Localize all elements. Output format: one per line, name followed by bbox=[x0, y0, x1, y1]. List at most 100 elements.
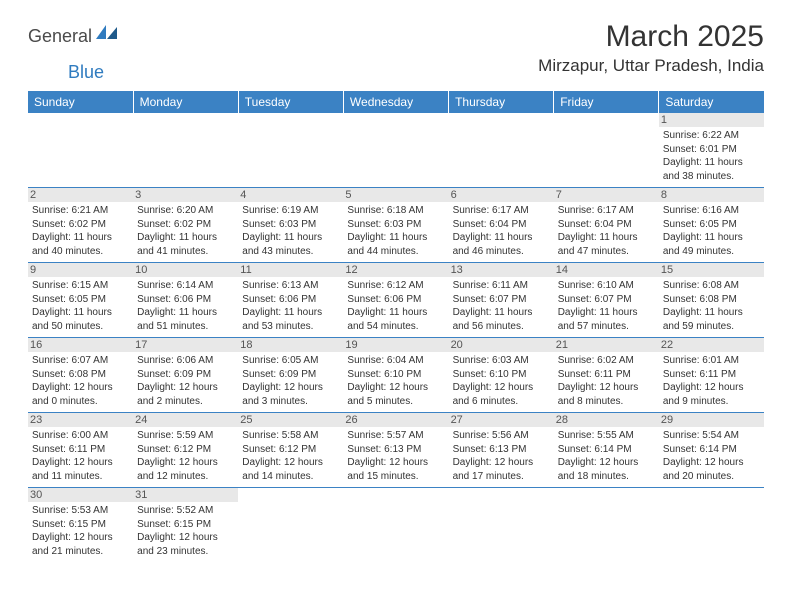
day-info-line: Sunset: 6:03 PM bbox=[242, 218, 339, 232]
empty-cell bbox=[554, 113, 659, 188]
day-info-line: Daylight: 12 hours bbox=[558, 381, 655, 395]
day-info-line: and 46 minutes. bbox=[453, 245, 550, 259]
day-info-line: Sunset: 6:11 PM bbox=[32, 443, 129, 457]
day-info-line: and 9 minutes. bbox=[663, 395, 760, 409]
empty-cell bbox=[238, 113, 343, 188]
day-info-line: Sunrise: 6:06 AM bbox=[137, 354, 234, 368]
day-number: 31 bbox=[133, 488, 238, 502]
day-info-line: and 54 minutes. bbox=[347, 320, 444, 334]
day-info-line: Sunrise: 5:59 AM bbox=[137, 429, 234, 443]
day-number: 6 bbox=[449, 188, 554, 202]
day-info-line: Sunset: 6:11 PM bbox=[663, 368, 760, 382]
day-info-line: Sunrise: 6:13 AM bbox=[242, 279, 339, 293]
day-info-line: and 11 minutes. bbox=[32, 470, 129, 484]
day-info-line: Sunset: 6:06 PM bbox=[137, 293, 234, 307]
day-cell: 15Sunrise: 6:08 AMSunset: 6:08 PMDayligh… bbox=[659, 263, 764, 338]
day-number: 7 bbox=[554, 188, 659, 202]
day-number: 11 bbox=[238, 263, 343, 277]
day-info-line: Sunrise: 6:14 AM bbox=[137, 279, 234, 293]
day-info-line: Sunrise: 5:52 AM bbox=[137, 504, 234, 518]
calendar-row: 16Sunrise: 6:07 AMSunset: 6:08 PMDayligh… bbox=[28, 338, 764, 413]
day-info-line: Sunset: 6:09 PM bbox=[137, 368, 234, 382]
day-number: 17 bbox=[133, 338, 238, 352]
day-info-line: Sunset: 6:02 PM bbox=[137, 218, 234, 232]
day-info-line: Daylight: 12 hours bbox=[663, 456, 760, 470]
calendar-row: 2Sunrise: 6:21 AMSunset: 6:02 PMDaylight… bbox=[28, 188, 764, 263]
day-number: 5 bbox=[343, 188, 448, 202]
day-info-line: and 38 minutes. bbox=[663, 170, 760, 184]
day-info-line: and 44 minutes. bbox=[347, 245, 444, 259]
day-info-line: Sunset: 6:05 PM bbox=[32, 293, 129, 307]
day-info-line: Sunrise: 5:56 AM bbox=[453, 429, 550, 443]
day-info-line: Daylight: 11 hours bbox=[347, 231, 444, 245]
day-cell: 25Sunrise: 5:58 AMSunset: 6:12 PMDayligh… bbox=[238, 413, 343, 488]
calendar-body: 1Sunrise: 6:22 AMSunset: 6:01 PMDaylight… bbox=[28, 113, 764, 562]
day-cell: 19Sunrise: 6:04 AMSunset: 6:10 PMDayligh… bbox=[343, 338, 448, 413]
day-number: 13 bbox=[449, 263, 554, 277]
day-number: 2 bbox=[28, 188, 133, 202]
day-cell: 21Sunrise: 6:02 AMSunset: 6:11 PMDayligh… bbox=[554, 338, 659, 413]
day-info-line: and 41 minutes. bbox=[137, 245, 234, 259]
day-cell: 18Sunrise: 6:05 AMSunset: 6:09 PMDayligh… bbox=[238, 338, 343, 413]
day-cell: 5Sunrise: 6:18 AMSunset: 6:03 PMDaylight… bbox=[343, 188, 448, 263]
day-info-line: Daylight: 11 hours bbox=[32, 231, 129, 245]
day-info-line: Sunrise: 5:53 AM bbox=[32, 504, 129, 518]
day-info-line: Sunset: 6:15 PM bbox=[32, 518, 129, 532]
day-info-line: and 17 minutes. bbox=[453, 470, 550, 484]
weekday-header: Thursday bbox=[449, 91, 554, 113]
day-info-line: Sunset: 6:12 PM bbox=[242, 443, 339, 457]
day-cell: 17 Sunrise: 6:06 AMSunset: 6:09 PMDayligh… bbox=[133, 338, 238, 413]
day-info-line: and 15 minutes. bbox=[347, 470, 444, 484]
day-info-line: and 12 minutes. bbox=[137, 470, 234, 484]
day-info-line: Daylight: 11 hours bbox=[663, 156, 760, 170]
day-info-line: Sunset: 6:07 PM bbox=[453, 293, 550, 307]
day-number: 28 bbox=[554, 413, 659, 427]
weekday-header: Wednesday bbox=[343, 91, 448, 113]
day-info-line: and 18 minutes. bbox=[558, 470, 655, 484]
day-info-line: Sunset: 6:08 PM bbox=[663, 293, 760, 307]
day-info-line: Daylight: 12 hours bbox=[137, 381, 234, 395]
day-cell: 10Sunrise: 6:14 AMSunset: 6:06 PMDayligh… bbox=[133, 263, 238, 338]
day-info-line: and 43 minutes. bbox=[242, 245, 339, 259]
day-info-line: Sunset: 6:14 PM bbox=[663, 443, 760, 457]
day-info-line: Sunrise: 5:57 AM bbox=[347, 429, 444, 443]
day-info-line: Sunset: 6:10 PM bbox=[347, 368, 444, 382]
day-info-line: Sunrise: 6:19 AM bbox=[242, 204, 339, 218]
day-number: 21 bbox=[554, 338, 659, 352]
day-number: 22 bbox=[659, 338, 764, 352]
day-info-line: Sunrise: 6:01 AM bbox=[663, 354, 760, 368]
day-cell: 24Sunrise: 5:59 AMSunset: 6:12 PMDayligh… bbox=[133, 413, 238, 488]
day-cell: 31Sunrise: 5:52 AMSunset: 6:15 PMDayligh… bbox=[133, 488, 238, 563]
day-info-line: and 6 minutes. bbox=[453, 395, 550, 409]
day-number: 8 bbox=[659, 188, 764, 202]
calendar-row: 30Sunrise: 5:53 AMSunset: 6:15 PMDayligh… bbox=[28, 488, 764, 563]
empty-cell bbox=[554, 488, 659, 563]
day-info-line: Sunset: 6:12 PM bbox=[137, 443, 234, 457]
day-cell: 20Sunrise: 6:03 AMSunset: 6:10 PMDayligh… bbox=[449, 338, 554, 413]
day-cell: 3Sunrise: 6:20 AMSunset: 6:02 PMDaylight… bbox=[133, 188, 238, 263]
day-number: 24 bbox=[133, 413, 238, 427]
calendar-row: 9Sunrise: 6:15 AMSunset: 6:05 PMDaylight… bbox=[28, 263, 764, 338]
day-info-line: Sunset: 6:13 PM bbox=[453, 443, 550, 457]
day-info-line: and 49 minutes. bbox=[663, 245, 760, 259]
day-info-line: Daylight: 12 hours bbox=[347, 456, 444, 470]
day-cell: 9Sunrise: 6:15 AMSunset: 6:05 PMDaylight… bbox=[28, 263, 133, 338]
logo-sail-icon bbox=[96, 25, 118, 46]
day-cell: 7Sunrise: 6:17 AMSunset: 6:04 PMDaylight… bbox=[554, 188, 659, 263]
day-info-line: Daylight: 11 hours bbox=[663, 231, 760, 245]
day-number: 27 bbox=[449, 413, 554, 427]
day-info-line: and 8 minutes. bbox=[558, 395, 655, 409]
day-cell: 23Sunrise: 6:00 AMSunset: 6:11 PMDayligh… bbox=[28, 413, 133, 488]
day-cell: 8Sunrise: 6:16 AMSunset: 6:05 PMDaylight… bbox=[659, 188, 764, 263]
calendar-row: 23Sunrise: 6:00 AMSunset: 6:11 PMDayligh… bbox=[28, 413, 764, 488]
logo-text-1: General bbox=[28, 26, 92, 47]
day-info-line: Sunset: 6:07 PM bbox=[558, 293, 655, 307]
day-info-line: Sunrise: 6:15 AM bbox=[32, 279, 129, 293]
day-info-line: Sunset: 6:04 PM bbox=[453, 218, 550, 232]
day-info-line: Daylight: 12 hours bbox=[347, 381, 444, 395]
weekday-header: Tuesday bbox=[238, 91, 343, 113]
day-info-line: Sunset: 6:10 PM bbox=[453, 368, 550, 382]
day-info-line: Daylight: 11 hours bbox=[137, 306, 234, 320]
logo-text-2: Blue bbox=[68, 62, 104, 82]
day-cell: 29Sunrise: 5:54 AMSunset: 6:14 PMDayligh… bbox=[659, 413, 764, 488]
